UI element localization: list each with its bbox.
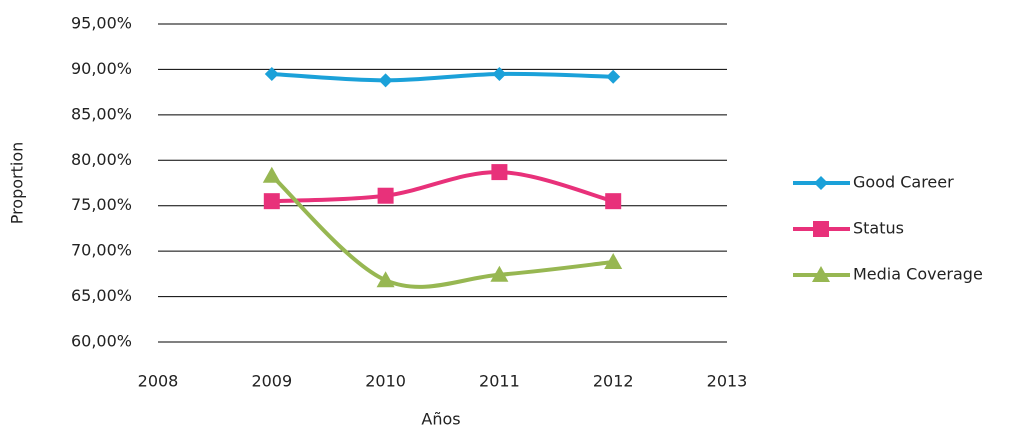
y-tick-label: 60,00% xyxy=(71,332,132,351)
y-tick-label: 85,00% xyxy=(71,104,132,123)
x-tick-label: 2010 xyxy=(365,372,406,391)
y-tick-label: 70,00% xyxy=(71,241,132,260)
legend-label: Status xyxy=(853,219,904,238)
data-point xyxy=(491,164,508,181)
y-axis-label: Proportion xyxy=(8,142,27,225)
y-tick-label: 65,00% xyxy=(71,286,132,305)
legend-marker xyxy=(814,176,828,190)
x-tick-label: 2013 xyxy=(707,372,748,391)
data-point xyxy=(262,166,281,183)
data-point xyxy=(606,69,621,84)
data-point xyxy=(377,187,394,204)
data-point xyxy=(263,193,280,210)
legend-marker xyxy=(813,221,829,237)
x-tick-label: 2012 xyxy=(593,372,634,391)
x-axis-label: Años xyxy=(421,410,460,429)
legend-marker xyxy=(812,266,830,282)
data-point xyxy=(492,66,507,81)
y-tick-label: 95,00% xyxy=(71,14,132,33)
legend-label: Good Career xyxy=(853,173,954,192)
data-point xyxy=(376,271,395,288)
series-line xyxy=(271,71,614,83)
series-line xyxy=(270,174,614,289)
x-tick-label: 2009 xyxy=(251,372,292,391)
y-tick-label: 80,00% xyxy=(71,150,132,169)
x-tick-label: 2008 xyxy=(138,372,179,391)
y-tick-label: 75,00% xyxy=(71,195,132,214)
data-point xyxy=(264,66,279,81)
series-line xyxy=(271,170,614,204)
data-point xyxy=(378,73,393,88)
legend-label: Media Coverage xyxy=(853,265,983,284)
data-point xyxy=(605,193,622,210)
y-tick-label: 90,00% xyxy=(71,59,132,78)
data-point xyxy=(490,265,509,282)
data-point xyxy=(604,253,623,270)
x-tick-label: 2011 xyxy=(479,372,520,391)
